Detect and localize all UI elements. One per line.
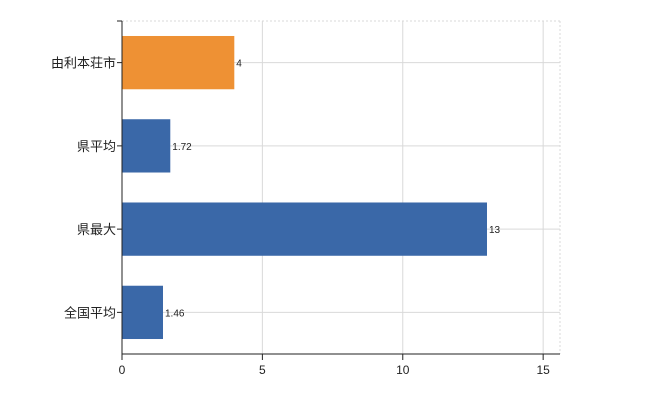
bar-1: [122, 119, 171, 173]
x-tick-label-5: 5: [259, 363, 266, 377]
bars: 4 1.72 13 1.46: [122, 35, 501, 340]
x-tick-label-15: 15: [536, 363, 550, 377]
category-label-1: 県平均: [77, 140, 116, 155]
data-label-0: 4: [236, 59, 242, 70]
bar-0: [122, 35, 235, 90]
x-tick-label-0: 0: [119, 363, 126, 377]
x-tick-label-10: 10: [396, 363, 410, 377]
category-label-3: 全国平均: [64, 305, 116, 321]
data-label-2: 13: [489, 225, 501, 236]
category-label-2: 県最大: [77, 223, 116, 238]
data-label-1: 1.72: [172, 142, 192, 153]
data-label-3: 1.46: [165, 308, 185, 319]
bar-2: [122, 202, 487, 256]
bar-3: [122, 285, 163, 340]
category-label-0: 由利本荘市: [51, 56, 116, 72]
